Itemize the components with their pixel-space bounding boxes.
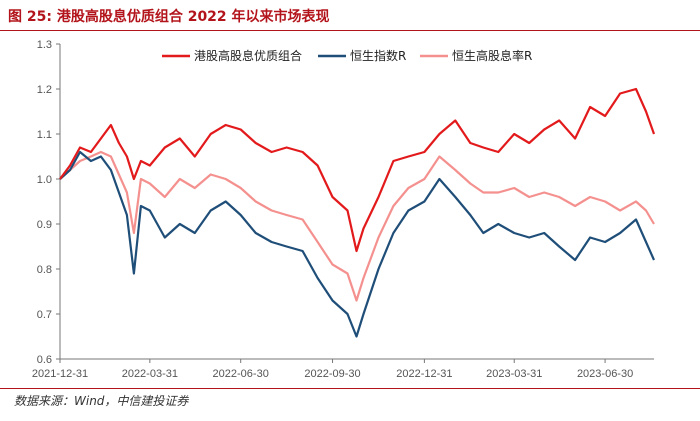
y-tick-label: 1.1 [37,129,52,141]
y-tick-label: 0.7 [37,309,52,321]
y-tick-label: 1.0 [37,174,52,186]
plot-frame [59,44,654,360]
x-tick-label: 2023-06-30 [577,368,633,380]
series-line-0 [59,87,656,253]
series-line-2 [59,150,655,302]
source-note: 数据来源：Wind，中信建投证券 [14,394,189,408]
legend-label-0: 港股高股息优质组合 [194,48,302,63]
y-tick-label: 0.9 [37,219,52,231]
y-tick-label: 1.2 [37,84,52,96]
series-lines [59,87,656,338]
y-tick-label: 0.6 [37,354,52,366]
title-divider [0,30,700,31]
y-axis: 0.6 0.7 0.8 0.9 1.0 1.1 1.2 1.3 [37,39,60,366]
chart-title: 图 25: 港股高股息优质组合 2022 年以来市场表现 [8,9,330,25]
x-tick-label: 2021-12-31 [32,368,88,380]
series-line-1 [59,150,656,338]
x-axis: 2021-12-31 2022-03-31 2022-06-30 2022-09-30… [32,359,633,380]
legend-label-2: 恒生高股息率R [452,48,532,63]
x-tick-label: 2022-12-31 [396,368,452,380]
x-tick-label: 2022-03-31 [122,368,178,380]
y-tick-label: 0.8 [37,264,52,276]
footer-divider [0,388,700,389]
x-tick-label: 2022-09-30 [304,368,360,380]
legend-label-1: 恒生指数R [350,48,406,63]
x-tick-label: 2023-03-31 [486,368,542,380]
y-tick-label: 1.3 [37,39,52,51]
x-tick-label: 2022-06-30 [213,368,269,380]
legend: 港股高股息优质组合 恒生指数R 恒生高股息率R [162,48,532,63]
